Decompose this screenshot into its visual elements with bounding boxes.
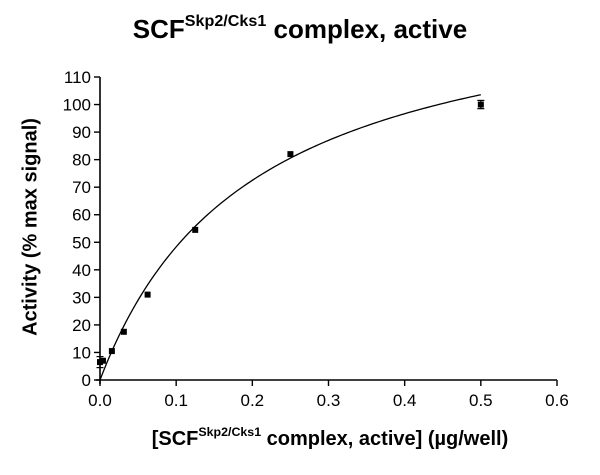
x-tick-label: 0.6 bbox=[545, 391, 569, 410]
data-point bbox=[144, 291, 151, 298]
y-tick-label: 30 bbox=[72, 288, 91, 307]
fit-curve bbox=[99, 94, 481, 381]
data-point bbox=[99, 357, 106, 364]
y-tick-label: 0 bbox=[82, 371, 91, 390]
y-tick-label: 40 bbox=[72, 261, 91, 280]
data-point bbox=[477, 101, 484, 108]
data-point bbox=[108, 348, 115, 355]
y-tick-label: 100 bbox=[63, 96, 91, 115]
y-axis-label: Activity (% max signal) bbox=[19, 118, 42, 336]
y-tick-label: 110 bbox=[64, 68, 91, 87]
x-tick-label: 0.0 bbox=[88, 391, 112, 410]
y-tick-label: 60 bbox=[72, 206, 91, 225]
y-tick-label: 10 bbox=[72, 343, 91, 362]
x-axis-label: [SCFSkp2/Cks1 complex, active] (µg/well) bbox=[151, 425, 509, 450]
x-tick-label: 0.2 bbox=[241, 391, 265, 410]
x-tick-label: 0.1 bbox=[164, 391, 188, 410]
chart-title: SCFSkp2/Cks1 complex, active bbox=[132, 11, 468, 44]
data-point bbox=[192, 226, 199, 233]
y-tick-label: 70 bbox=[72, 178, 91, 197]
x-tick-label: 0.5 bbox=[469, 391, 493, 410]
y-tick-label: 20 bbox=[72, 316, 91, 335]
x-tick-label: 0.3 bbox=[317, 391, 341, 410]
data-point bbox=[287, 151, 294, 158]
y-tick-label: 80 bbox=[72, 151, 91, 170]
data-point bbox=[120, 328, 127, 335]
y-tick-label: 90 bbox=[72, 123, 91, 142]
x-tick-label: 0.4 bbox=[393, 391, 417, 410]
y-tick-label: 50 bbox=[72, 233, 91, 252]
